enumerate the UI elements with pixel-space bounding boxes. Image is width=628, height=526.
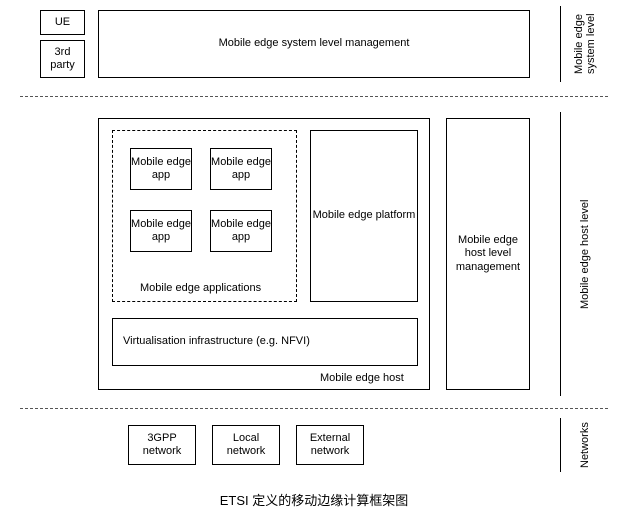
network-external-label: External network (297, 432, 363, 458)
mobile-edge-platform-box: Mobile edge platform (310, 130, 418, 302)
host-level-line (560, 112, 561, 396)
divider-1 (20, 96, 608, 97)
host-mgmt-label: Mobile edge host level management (447, 234, 529, 274)
mobile-edge-apps-label: Mobile edge applications (140, 282, 261, 294)
mobile-edge-host-label: Mobile edge host (320, 372, 404, 384)
app-label-3: Mobile edge app (131, 218, 191, 244)
system-mgmt-box: Mobile edge system level management (98, 10, 530, 78)
system-mgmt-label: Mobile edge system level management (219, 37, 410, 50)
network-local-box: Local network (212, 425, 280, 465)
ue-box: UE (40, 10, 85, 35)
network-3gpp-box: 3GPP network (128, 425, 196, 465)
app-label-4: Mobile edge app (211, 218, 271, 244)
app-box-3: Mobile edge app (130, 210, 192, 252)
networks-level-label: Networks (570, 418, 600, 472)
app-box-2: Mobile edge app (210, 148, 272, 190)
third-party-label: 3rd party (41, 46, 84, 72)
network-local-label: Local network (213, 432, 279, 458)
third-party-box: 3rd party (40, 40, 85, 78)
network-3gpp-label: 3GPP network (129, 432, 195, 458)
networks-level-line (560, 418, 561, 472)
app-box-4: Mobile edge app (210, 210, 272, 252)
mobile-edge-platform-label: Mobile edge platform (313, 209, 416, 222)
app-label-2: Mobile edge app (211, 156, 271, 182)
app-label-1: Mobile edge app (131, 156, 191, 182)
virtualisation-box: Virtualisation infrastructure (e.g. NFVI… (112, 318, 418, 366)
virtualisation-label: Virtualisation infrastructure (e.g. NFVI… (123, 335, 310, 348)
system-level-line (560, 6, 561, 82)
host-mgmt-box: Mobile edge host level management (446, 118, 530, 390)
host-level-label: Mobile edge host level (570, 112, 600, 396)
network-external-box: External network (296, 425, 364, 465)
figure-caption: ETSI 定义的移动边缘计算框架图 (0, 490, 628, 509)
system-level-label: Mobile edge system level (570, 6, 600, 82)
diagram-canvas: UE 3rd party Mobile edge system level ma… (0, 0, 628, 526)
app-box-1: Mobile edge app (130, 148, 192, 190)
ue-label: UE (55, 16, 70, 29)
divider-2 (20, 408, 608, 409)
